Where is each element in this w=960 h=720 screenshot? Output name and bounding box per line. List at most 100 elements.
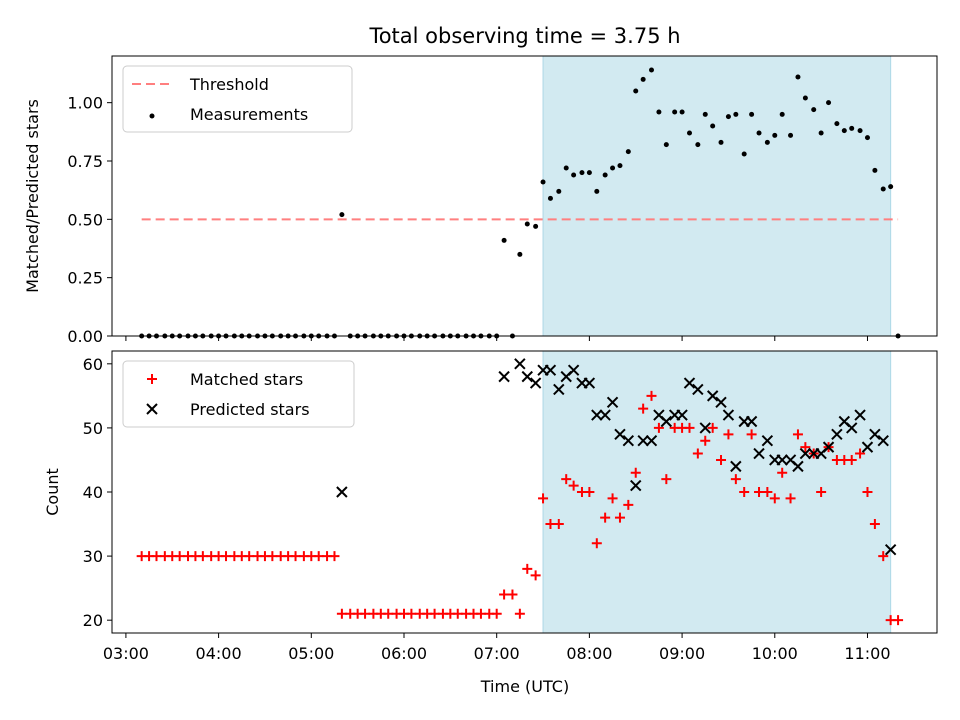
matched-star-point [800,442,811,453]
measurement-point [695,142,701,148]
x-axis-label: Time (UTC) [480,677,569,696]
measurement-point [795,74,801,80]
matched-star-point [499,589,510,600]
measurement-point [725,114,731,120]
matched-star-point [707,422,718,433]
matched-star-point [151,551,162,562]
measurement-point [640,76,646,82]
measurement-point [802,95,808,101]
measurement-point [764,139,770,145]
predicted-star-point [514,358,526,370]
measurement-point [540,179,546,185]
matched-star-point [614,512,625,523]
matched-star-point [522,563,533,574]
matched-star-point [638,403,649,414]
matched-star-point [623,499,634,510]
predicted-star-point [591,409,603,421]
matched-star-point [545,519,556,530]
bottom-panel: 20 30 40 50 60 03:00 04:00 05:00 06:00 07:00 08:00… [43,350,938,663]
matched-star-point [777,467,788,478]
predicted-star-point [861,441,874,453]
predicted-star-point [753,447,765,460]
predicted-star-point [637,435,649,447]
matched-star-point [692,448,703,459]
matched-star-point [329,551,340,562]
matched-star-point [244,551,255,562]
matched-star-point [561,474,572,485]
matched-star-point [336,608,347,619]
matched-star-point [846,454,857,465]
matched-star-point [653,422,664,433]
predicted-star-point [599,409,611,421]
top-y-tick-label: 0.25 [67,269,103,288]
x-tick-label: 03:00 [103,644,149,663]
bottom-y-tick-label: 30 [83,547,103,566]
matched-star-point [290,551,301,562]
series-predicted-stars [336,358,897,556]
predicted-star-point [676,409,688,421]
measurement-point [672,109,678,115]
legend-matched-swatch [147,374,157,384]
predicted-star-point [722,409,735,421]
predicted-star-point [567,364,580,376]
matched-star-point [607,493,618,504]
x-tick-label: 04:00 [196,644,242,663]
measurement-point [517,251,523,257]
matched-star-point [739,487,750,497]
matched-star-point [730,474,741,485]
measurement-point [547,195,553,201]
matched-star-point [762,487,773,497]
measurement-point [617,163,623,169]
predicted-star-point [822,441,835,453]
measurement-point [818,130,824,136]
measurement-point [556,188,562,194]
matched-star-point [684,422,695,433]
measurement-point [579,170,585,176]
matched-star-point [869,519,880,530]
measurement-point [826,100,832,106]
measurement-point [849,125,855,131]
measurement-point [524,221,530,227]
matched-star-point [514,608,525,619]
matched-star-point [716,454,727,465]
predicted-star-point [553,383,565,396]
matched-star-point [360,608,371,619]
predicted-star-point [831,428,843,441]
measurement-point [888,184,894,190]
matched-star-point [452,608,463,619]
top-axes-frame [111,55,938,337]
measurement-point [772,132,778,138]
predicted-star-point [745,415,758,428]
top-shaded-interval [542,55,892,337]
matched-star-point [862,487,873,497]
predicted-star-point [846,422,858,434]
measurement-point [687,130,692,136]
legend-entry-label: Threshold [189,75,269,94]
matched-star-point [661,474,672,485]
matched-star-point [816,487,827,497]
predicted-star-point [799,447,812,460]
measurement-point [563,165,569,171]
legend-measurement-swatch [149,113,155,119]
matched-star-point [746,429,757,440]
measurement-point [571,172,577,178]
matched-star-point [530,570,541,581]
matched-star-point [754,487,765,497]
predicted-star-point [706,390,719,402]
matched-star-point [383,608,394,619]
matched-star-point [475,608,486,619]
predicted-star-point [730,460,742,473]
bottom-shaded-interval [542,350,892,634]
measurement-point [710,123,716,129]
matched-star-point [197,551,208,562]
legend-entry-label: Measurements [190,105,308,124]
matched-star-point [893,615,904,626]
x-tick-label: 10:00 [752,644,798,663]
top-y-axis-label: Matched/Predicted stars [23,99,42,293]
bottom-y-tick-label: 20 [83,611,103,630]
matched-star-point [313,551,324,562]
measurement-point [872,167,878,173]
measurement-point [733,111,739,117]
measurement-point [756,130,762,136]
